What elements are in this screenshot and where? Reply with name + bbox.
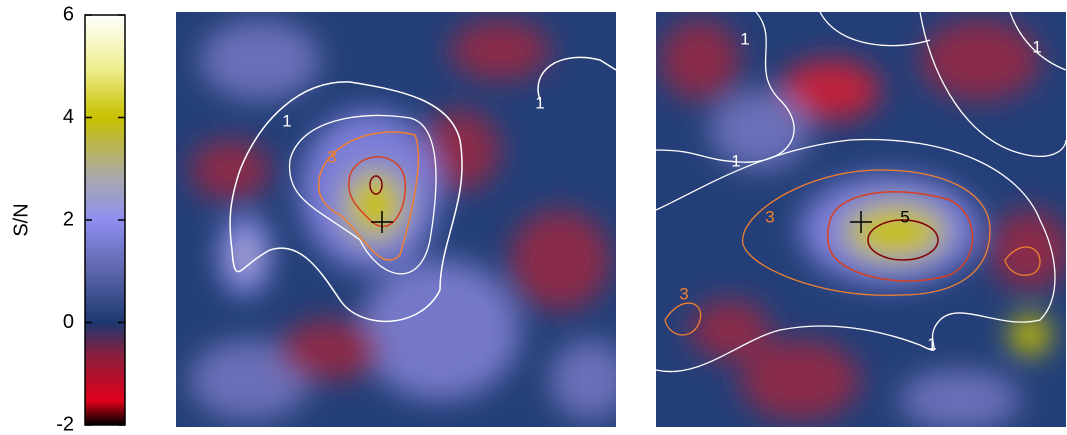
contour-label: 5 bbox=[900, 207, 909, 226]
colorbar-ticks: -2 0 2 4 6 bbox=[56, 3, 125, 435]
y-tick-label: 2 bbox=[63, 208, 74, 230]
contour-label: 1 bbox=[1032, 37, 1041, 56]
colorbar-label: S/N bbox=[10, 203, 32, 236]
y-tick-label: 0 bbox=[63, 311, 74, 333]
y-tick-label: 6 bbox=[63, 3, 74, 25]
contour-label: 1 bbox=[740, 29, 749, 48]
contour-label: 3 bbox=[765, 207, 774, 226]
panel-2: 1 1 1 3 5 3 1 bbox=[656, 12, 1066, 427]
panel-1: 1 3 1 bbox=[176, 12, 616, 427]
contour-label: 3 bbox=[679, 284, 688, 303]
contour-label: 1 bbox=[535, 93, 544, 112]
contour-label: 1 bbox=[282, 111, 291, 130]
y-tick-label: -2 bbox=[56, 413, 74, 435]
contour-label: 1 bbox=[927, 334, 936, 353]
contour-label: 1 bbox=[731, 151, 740, 170]
y-tick-label: 4 bbox=[63, 106, 74, 128]
contour-label: 3 bbox=[327, 147, 336, 166]
